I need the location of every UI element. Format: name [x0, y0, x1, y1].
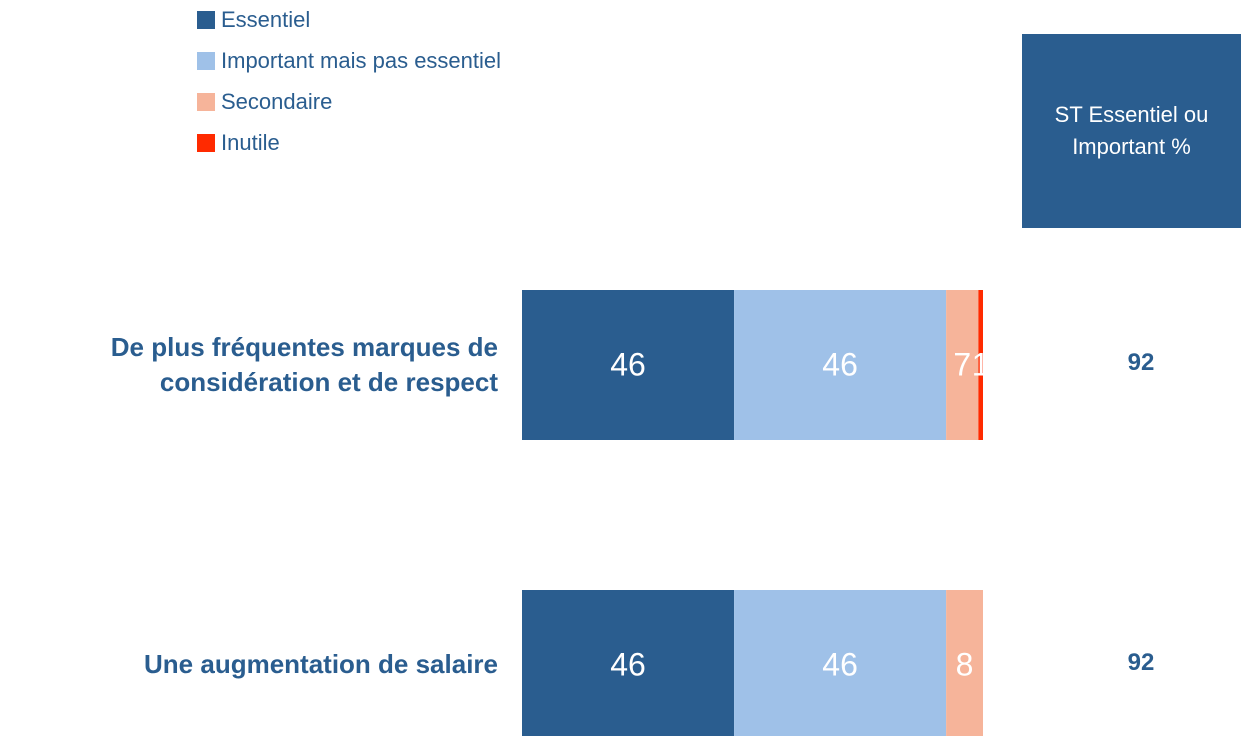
data-label: 46: [610, 646, 646, 682]
legend-swatch: [197, 134, 215, 152]
data-label: 46: [822, 646, 858, 682]
bar-segment: [946, 290, 979, 440]
legend-swatch: [197, 11, 215, 29]
legend-item: Secondaire: [197, 87, 332, 117]
data-label: 8: [956, 646, 974, 682]
data-label: 46: [822, 346, 858, 382]
data-label: 1: [972, 346, 990, 382]
legend-label: Inutile: [221, 130, 280, 155]
total-value: 92: [1127, 649, 1155, 676]
category-label: Une augmentation de salaire: [144, 649, 498, 680]
bar-segment: [946, 590, 983, 736]
legend-item: Inutile: [197, 128, 280, 158]
total-value: 92: [1127, 349, 1155, 376]
legend-label: Important mais pas essentiel: [221, 48, 502, 73]
category-label: De plus fréquentes marques de considérat…: [110, 331, 498, 397]
legend-item: Important mais pas essentiel: [197, 46, 501, 76]
legend-label: Secondaire: [221, 89, 333, 114]
bar-segment: [734, 590, 947, 736]
bar-segment: [522, 290, 735, 440]
legend-item: Essentiel: [197, 5, 310, 35]
legend-swatch: [197, 52, 215, 70]
data-label: 7: [953, 346, 971, 382]
data-label: 46: [610, 346, 646, 382]
bar-segment: [734, 290, 947, 440]
legend-label: Essentiel: [221, 7, 311, 32]
bar-segment: [522, 590, 735, 736]
legend-swatch: [197, 93, 215, 111]
bar-segment: [978, 290, 983, 440]
total-header: ST Essentiel ou Important %: [1022, 34, 1241, 228]
